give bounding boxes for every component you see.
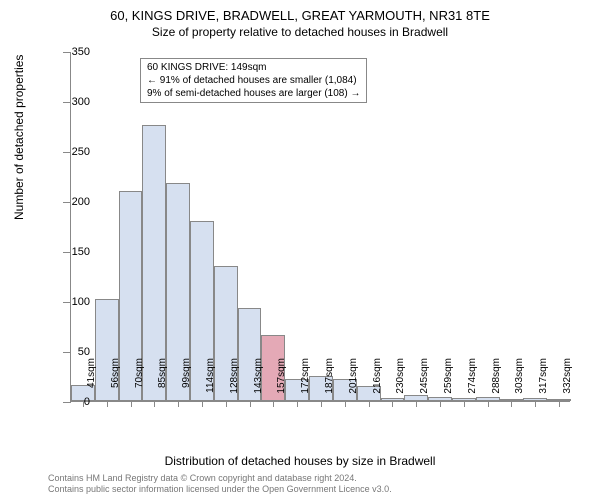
x-tick-label: 99sqm [181,358,192,408]
y-tick-label: 300 [60,96,90,108]
x-tick [226,401,227,407]
x-tick-label: 317sqm [538,358,549,408]
footer-line-1: Contains HM Land Registry data © Crown c… [48,473,392,485]
x-tick [202,401,203,407]
x-tick-label: 128sqm [229,358,240,408]
x-tick [345,401,346,407]
x-tick [416,401,417,407]
x-tick [178,401,179,407]
y-axis-title: Number of detached properties [12,55,26,220]
x-tick [559,401,560,407]
y-tick-label: 50 [60,346,90,358]
x-tick-label: 56sqm [110,358,121,408]
x-tick [392,401,393,407]
chart-title-sub: Size of property relative to detached ho… [0,23,600,39]
x-tick [154,401,155,407]
x-tick [440,401,441,407]
x-axis-title: Distribution of detached houses by size … [0,454,600,468]
x-tick-label: 230sqm [395,358,406,408]
x-tick-label: 216sqm [372,358,383,408]
property-info-box: 60 KINGS DRIVE: 149sqm ← 91% of detached… [140,58,367,103]
info-line-1: 60 KINGS DRIVE: 149sqm [147,61,360,74]
y-tick-label: 100 [60,296,90,308]
x-tick-label: 245sqm [419,358,430,408]
x-tick-label: 143sqm [253,358,264,408]
x-tick-label: 114sqm [205,358,216,408]
info-line-3: 9% of semi-detached houses are larger (1… [147,87,360,100]
x-tick [535,401,536,407]
x-tick [273,401,274,407]
x-tick [511,401,512,407]
chart-footer: Contains HM Land Registry data © Crown c… [48,473,392,496]
x-tick-label: 172sqm [300,358,311,408]
info-line-2: ← 91% of detached houses are smaller (1,… [147,74,360,87]
x-tick-label: 85sqm [157,358,168,408]
x-tick [321,401,322,407]
chart-title-main: 60, KINGS DRIVE, BRADWELL, GREAT YARMOUT… [0,0,600,23]
x-tick-label: 274sqm [467,358,478,408]
x-tick-label: 288sqm [491,358,502,408]
x-tick-label: 70sqm [134,358,145,408]
x-tick-label: 259sqm [443,358,454,408]
chart-plot-area [70,52,570,402]
x-tick [369,401,370,407]
x-tick-label: 187sqm [324,358,335,408]
x-tick-label: 332sqm [562,358,573,408]
x-tick-label: 41sqm [86,358,97,408]
y-tick-label: 250 [60,146,90,158]
y-tick-label: 150 [60,246,90,258]
footer-line-2: Contains public sector information licen… [48,484,392,496]
x-tick-label: 303sqm [514,358,525,408]
x-tick [297,401,298,407]
x-tick [464,401,465,407]
x-tick-label: 157sqm [276,358,287,408]
x-tick-label: 201sqm [348,358,359,408]
x-tick [107,401,108,407]
x-tick [131,401,132,407]
y-tick-label: 350 [60,46,90,58]
x-tick [488,401,489,407]
y-tick-label: 200 [60,196,90,208]
x-tick [250,401,251,407]
